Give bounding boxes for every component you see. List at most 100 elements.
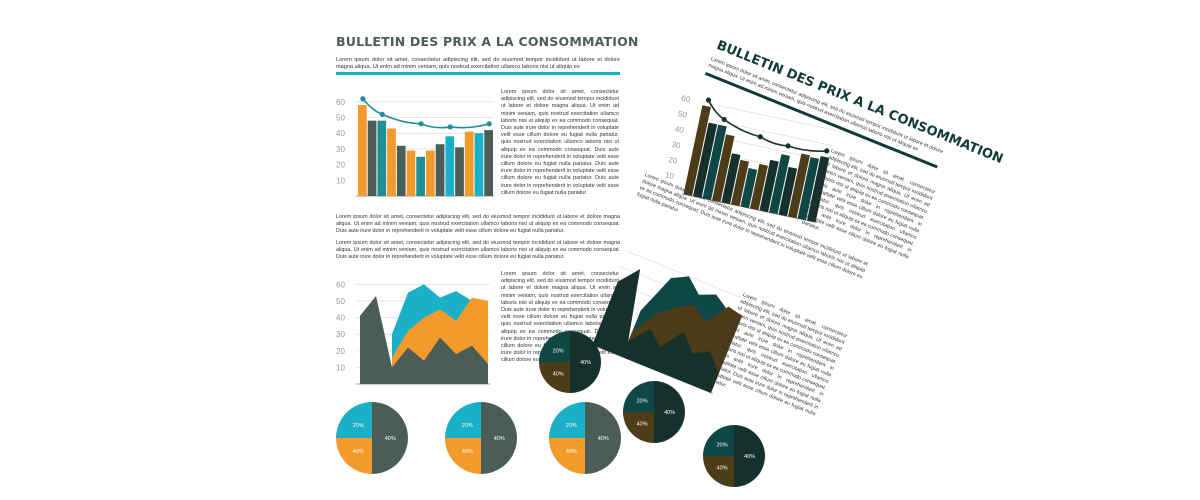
y-tick-label: 20 [336,161,345,170]
trend-point [721,116,727,123]
bar [702,124,727,201]
trend-point [447,124,453,130]
rotated-pie-chart-1: 40% 40% 20% [539,331,601,393]
y-tick-label: 10 [664,170,675,181]
pie-slice-label: 40% [566,449,577,455]
title-underline [336,72,620,75]
pie-slice-label: 20% [566,423,577,429]
bar [778,166,798,217]
bar [464,131,474,196]
y-tick-label: 40 [336,314,345,323]
y-tick-label: 50 [336,114,345,123]
bar [387,128,396,196]
gridline [625,250,751,302]
pie-slice [623,412,654,443]
pie-slice [623,381,654,412]
bar [455,147,464,196]
bar [484,130,493,196]
pie-slice [703,456,734,487]
mid-paragraph-1: Lorem ipsum dolor sit amet, consectetur … [336,214,620,235]
trend-point [705,97,712,103]
area-series-3 [360,295,488,384]
rotated-bar-chart: 10 20 30 40 50 60 [664,94,837,224]
pie-slice [703,425,734,456]
area-series-3 [592,269,719,393]
y-tick-label: 30 [671,140,682,151]
y-tick-label: 30 [336,330,345,339]
pie-slice [570,331,601,393]
pie-slice-label: 20% [353,423,364,429]
pie-slice [336,438,372,474]
y-tick-label: 20 [336,347,345,356]
y-tick-label: 60 [336,280,345,289]
rotated-pie-chart-3: 40% 40% 20% [703,425,765,487]
y-tick-label: 60 [336,98,345,107]
trend-point [824,148,830,154]
trend-point [757,134,763,140]
bar [377,120,387,196]
bar [797,157,820,221]
trend-point [785,143,791,149]
pie-slice [445,438,481,474]
pie-slice [734,425,765,487]
bar [807,156,830,223]
pie-slice-label: 40% [385,436,396,442]
bar [788,153,810,219]
pie-slice-label: 40% [664,410,675,416]
pie-chart-2: 40% 40% 20% [445,402,517,474]
pie-slice [372,402,408,474]
pie-slice-label: 40% [598,436,609,442]
y-tick-label: 40 [674,124,685,135]
bar [416,156,425,196]
pie-slice-label: 40% [717,465,728,471]
trend-point [379,111,385,117]
bar [730,159,749,207]
pie-slice-label: 40% [744,454,755,460]
pie-slice-label: 20% [553,349,564,355]
pie-slice [585,402,621,474]
bar [406,150,416,196]
trend-point [418,121,424,127]
bar [768,154,790,215]
bar-chart-paragraph: Lorem ipsum dolor sit amet, consectetur … [501,89,619,196]
pie-slice-label: 40% [580,360,591,366]
pie-slice-label: 40% [462,449,473,455]
lead-paragraph: Lorem ipsum dolor sit amet, consectetur … [336,57,620,70]
y-tick-label: 50 [336,297,345,306]
bar [721,153,741,205]
bar [683,105,711,197]
y-tick-label: 10 [336,363,345,372]
trend-point [486,121,492,127]
bar [426,150,435,196]
bar [445,136,455,196]
bar [358,104,367,196]
bar [711,134,735,203]
pie-slice [539,362,570,393]
bar [749,163,768,211]
bar [740,168,758,209]
pie-slice-label: 20% [717,443,728,449]
pie-slice-label: 40% [637,421,648,427]
bar [692,122,718,199]
bar [474,133,484,196]
y-tick-label: 30 [336,145,345,154]
pie-slice [336,402,372,438]
pie-slice-label: 40% [353,449,364,455]
y-tick-label: 10 [336,176,345,185]
y-tick-label: 40 [336,129,345,138]
pie-chart-3: 40% 40% 20% [549,402,621,474]
pie-slice [481,402,517,474]
bar [435,144,445,196]
pie-slice [445,402,481,438]
bar-chart: 10 20 30 40 50 60 [336,96,494,197]
pie-chart-1: 40% 40% 20% [336,402,408,474]
area-chart: 10 20 30 40 50 60 [336,280,490,385]
y-tick-label: 60 [680,94,691,105]
pie-slice-label: 20% [637,399,648,405]
bar [396,145,406,196]
bar [759,159,779,213]
page-title: BULLETIN DES PRIX A LA CONSOMMATION [336,34,639,49]
y-tick-label: 50 [677,109,688,120]
pie-slice [539,331,570,362]
